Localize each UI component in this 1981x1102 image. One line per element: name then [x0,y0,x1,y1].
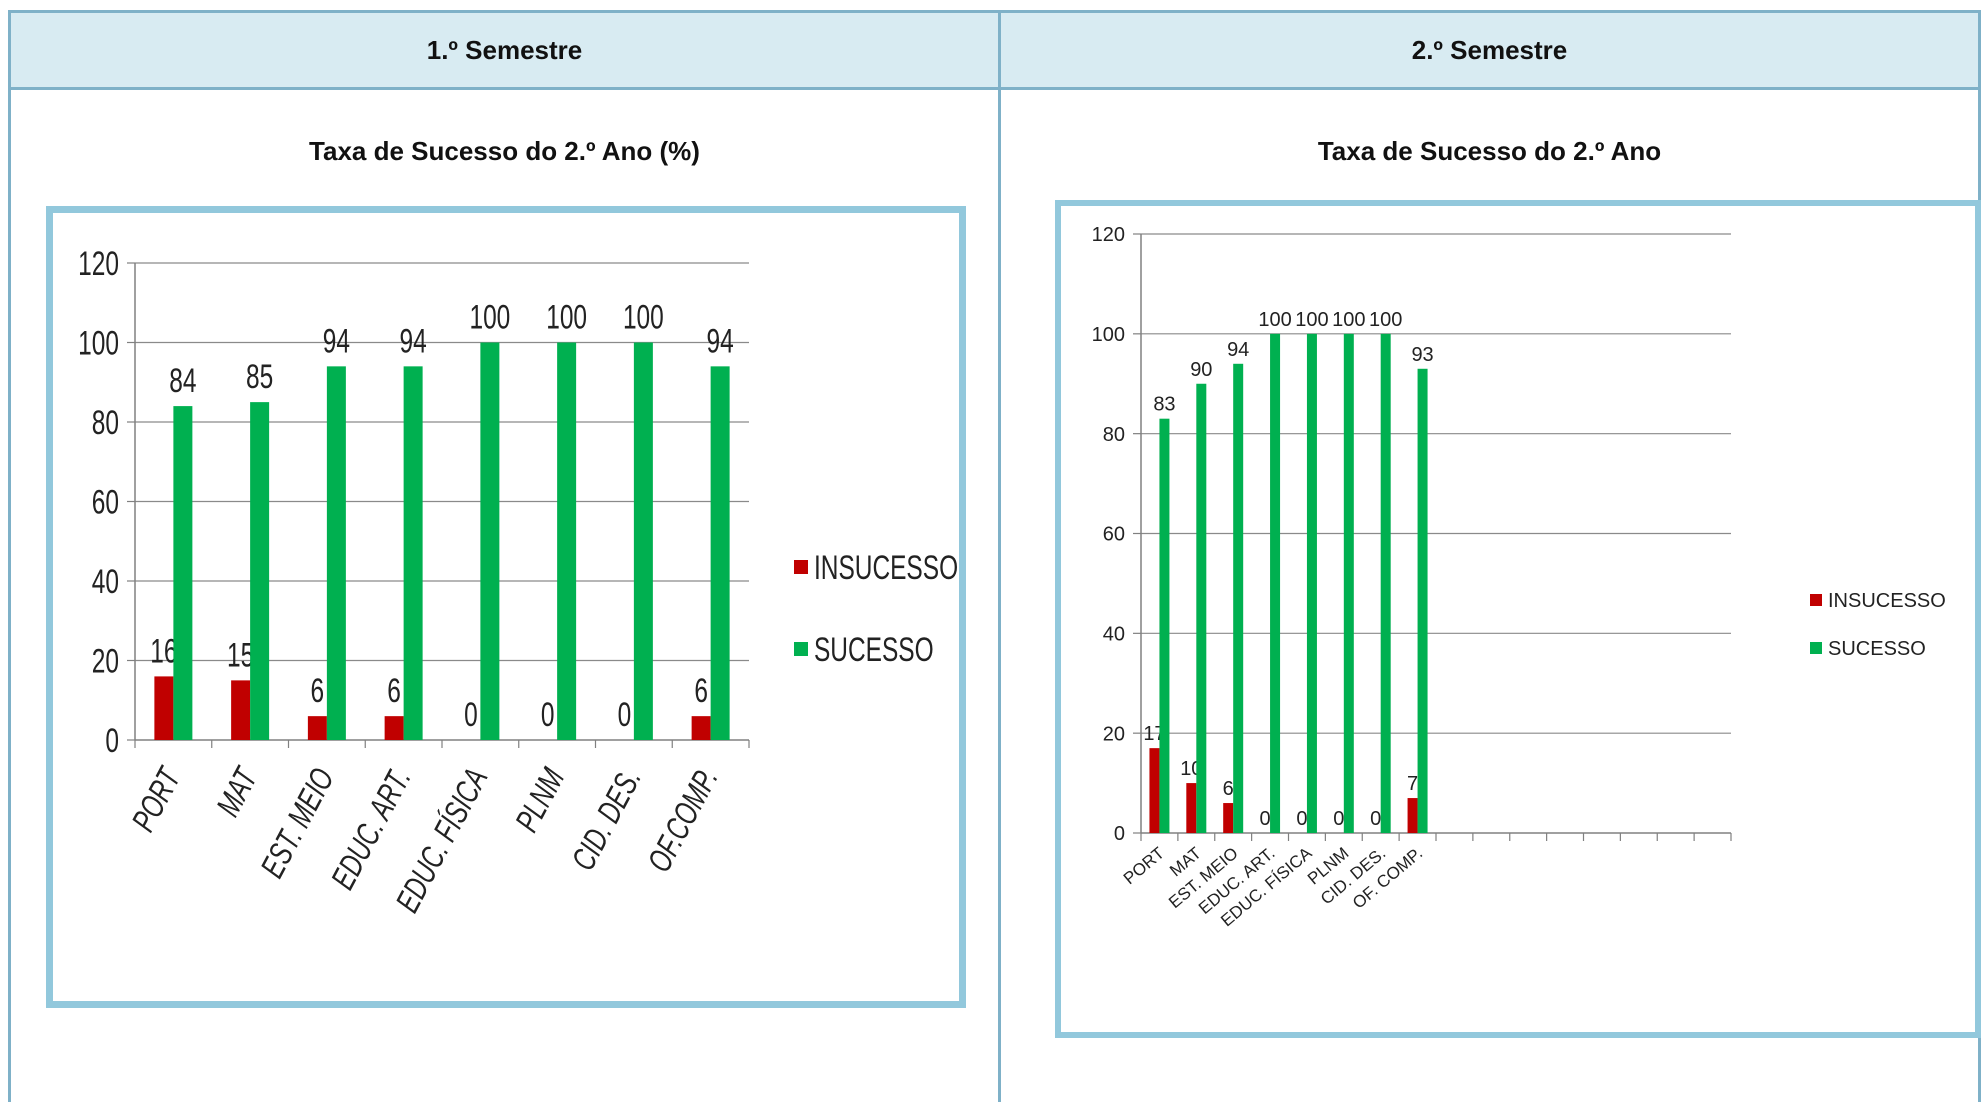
y-tick-label: 0 [1114,823,1125,845]
y-tick-label: 40 [92,563,119,601]
data-label: 0 [1296,808,1307,830]
bar-insucesso [1149,748,1160,833]
bar-insucesso [231,680,251,740]
x-category-label: PORT [125,761,189,838]
bar-insucesso [154,676,174,740]
legend-label-sucesso: SUCESSO [814,631,934,669]
data-label: 84 [169,362,196,400]
y-tick-label: 20 [92,643,119,681]
y-tick-label: 40 [1103,624,1125,646]
y-tick-label: 20 [1103,723,1125,745]
bar-sucesso [326,366,346,740]
data-label: 90 [1190,359,1212,381]
bar-insucesso [691,716,711,740]
header-semester-1: 1.º Semestre [426,35,583,65]
chart-1-title: Taxa de Sucesso do 2.º Ano (%) [309,136,700,166]
legend-swatch-sucesso [1810,642,1822,654]
data-label: 94 [707,323,734,361]
y-tick-label: 80 [1103,424,1125,446]
data-label: 0 [1370,808,1381,830]
x-category-label: MAT [210,761,266,823]
data-label: 7 [1407,773,1418,795]
data-label: 83 [1153,394,1175,416]
data-label: 6 [387,672,401,710]
bar-sucesso [403,366,423,740]
data-label: 100 [1332,309,1365,331]
table-header-row [11,13,1978,90]
bar-sucesso [710,366,730,740]
y-tick-label: 0 [105,722,119,760]
bar-sucesso [480,342,500,740]
legend-swatch-insucesso [794,560,808,574]
column-divider [998,10,1001,1102]
bar-sucesso [173,406,193,740]
data-label: 93 [1411,344,1433,366]
legend-swatch-sucesso [794,642,808,656]
chart-1-box: 0 20 40 60 80 100 120 16 84 PORT 15 85 MAT 6 94 EST. ME… [46,206,966,1008]
x-category-label: PORT [1120,844,1168,889]
y-tick-label: 80 [92,404,119,442]
bar-insucesso [1186,783,1197,833]
bar-sucesso [633,342,653,740]
data-label: 85 [246,358,273,396]
header-semester-2: 2.º Semestre [1411,35,1568,65]
legend-label-insucesso: INSUCESSO [1828,590,1946,612]
data-label: 6 [1223,778,1234,800]
data-label: 0 [618,696,632,734]
y-tick-label: 120 [1092,224,1125,246]
data-label: 100 [623,299,664,337]
y-tick-label: 120 [78,245,119,283]
bar-sucesso [1196,383,1207,833]
bar-sucesso [1159,418,1170,833]
bar-sucesso [557,342,577,740]
x-category-label: PLNM [509,763,572,839]
x-category-label: OF.COMP. [641,763,726,879]
legend-swatch-insucesso [1810,594,1822,606]
bar-insucesso [1407,798,1418,833]
bar-sucesso [1270,333,1281,833]
data-label: 0 [1333,808,1344,830]
bar-sucesso [250,402,270,740]
chart-2-title: Taxa de Sucesso do 2.º Ano [1317,136,1662,166]
data-label: 0 [464,696,478,734]
data-label: 100 [546,299,587,337]
legend-label-sucesso: SUCESSO [1828,638,1926,660]
bar-sucesso [1417,368,1428,833]
data-label: 0 [541,696,555,734]
chart-2-box: 0 20 40 60 80 100 120 17 83 PORT 10 90 MAT 6 94 EST. ME… [1055,200,1981,1038]
x-category-label: EST. MEIO [254,763,342,884]
y-tick-label: 100 [1092,324,1125,346]
data-label: 94 [323,323,350,361]
data-label: 100 [1258,309,1291,331]
data-label: 16 [150,633,177,671]
data-label: 94 [400,323,427,361]
bar-sucesso [1343,333,1354,833]
data-label: 94 [1227,339,1249,361]
data-label: 6 [694,672,708,710]
data-label: 100 [1369,309,1402,331]
y-tick-label: 60 [1103,524,1125,546]
bar-insucesso [1223,803,1234,833]
legend-label-insucesso: INSUCESSO [814,549,958,587]
bar-insucesso [307,716,327,740]
data-label: 100 [469,299,510,337]
data-label: 6 [311,672,325,710]
data-label: 0 [1260,808,1271,830]
data-label: 15 [227,637,254,675]
y-tick-label: 60 [92,484,119,522]
y-tick-label: 100 [78,325,119,363]
bar-sucesso [1306,333,1317,833]
bar-sucesso [1233,363,1244,833]
data-label: 100 [1295,309,1328,331]
x-category-label: CID. DES. [565,763,649,877]
bar-sucesso [1380,333,1391,833]
bar-insucesso [384,716,404,740]
